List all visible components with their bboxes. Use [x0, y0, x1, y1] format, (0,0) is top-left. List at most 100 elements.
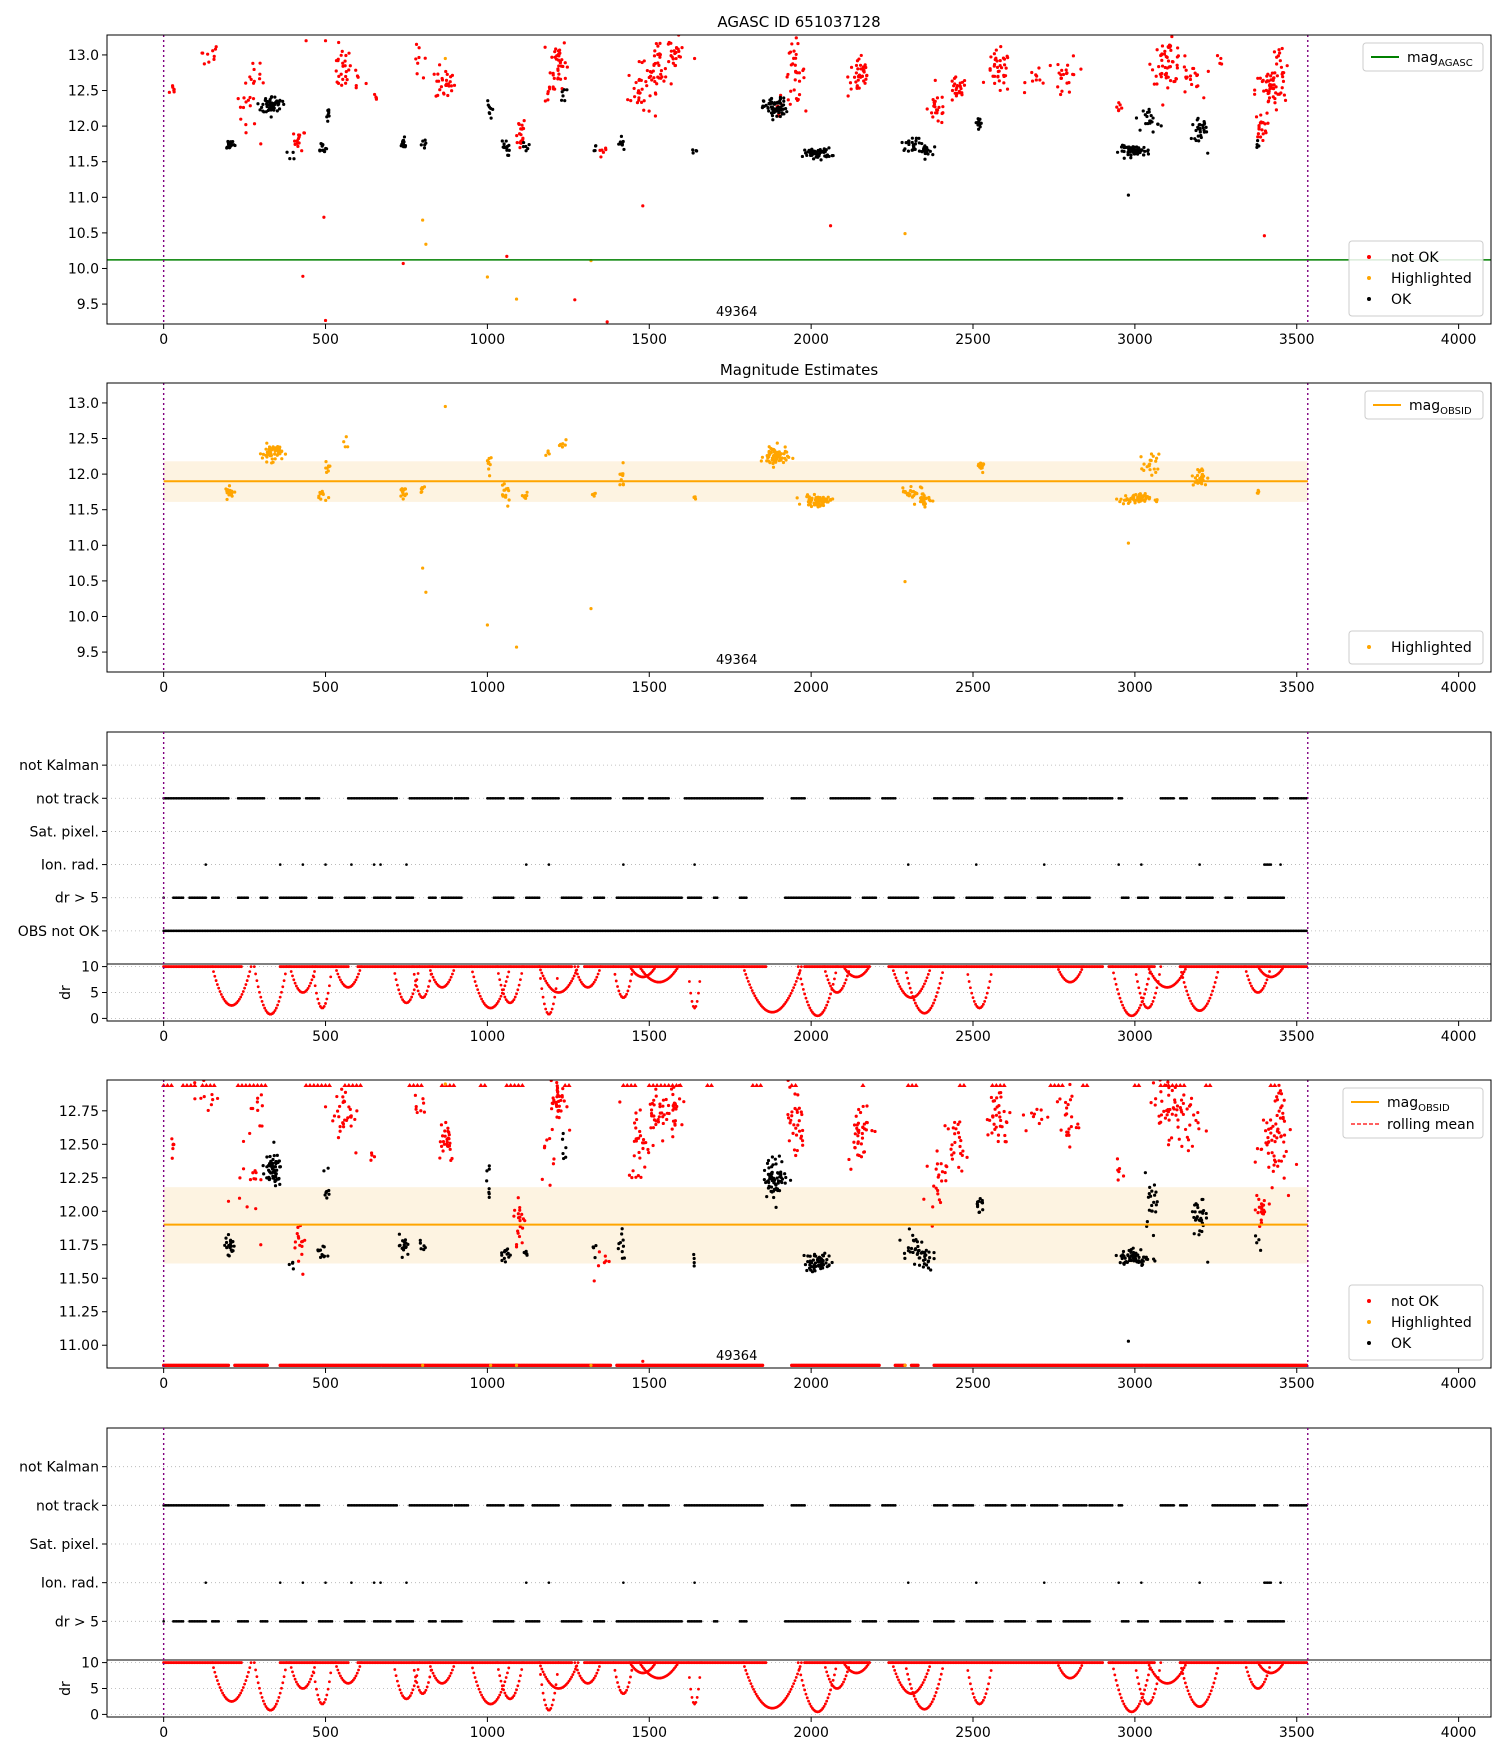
dr-point	[217, 986, 221, 990]
data-point	[978, 461, 983, 465]
data-point	[958, 81, 962, 85]
data-point	[248, 75, 252, 79]
data-point	[921, 500, 925, 505]
dr-point	[804, 996, 808, 1000]
data-point	[996, 74, 1000, 78]
data-point	[551, 1162, 556, 1166]
annotation: 49364	[716, 653, 757, 668]
data-point	[338, 1129, 342, 1133]
data-point	[917, 149, 922, 153]
flag-point	[945, 796, 949, 800]
data-point	[1003, 74, 1008, 78]
dr-point	[1116, 987, 1119, 991]
data-point	[819, 158, 823, 162]
data-point	[1188, 74, 1193, 78]
dr-point	[848, 965, 852, 968]
dr-point	[764, 965, 768, 969]
dr-point	[831, 982, 835, 986]
data-point	[448, 80, 452, 84]
y-tick-label: 12.5	[68, 84, 99, 100]
data-point	[859, 53, 863, 58]
data-point	[979, 121, 983, 125]
data-point	[560, 445, 565, 449]
data-point	[321, 491, 325, 495]
data-point	[1067, 81, 1071, 85]
data-point	[605, 320, 609, 324]
data-point	[548, 1136, 552, 1141]
data-point	[443, 1129, 447, 1133]
data-point	[1258, 121, 1263, 125]
legend-marker	[1367, 645, 1371, 649]
data-point	[766, 456, 770, 460]
flag-point	[204, 896, 208, 900]
data-point	[673, 51, 677, 56]
data-point	[859, 67, 863, 71]
data-point	[317, 494, 321, 498]
flag-point	[952, 896, 955, 900]
data-point	[911, 145, 916, 149]
data-point	[507, 153, 511, 157]
data-point	[421, 76, 426, 80]
data-point	[562, 1099, 566, 1103]
dr-point	[328, 984, 331, 988]
dr-point	[541, 974, 545, 978]
data-point	[506, 504, 510, 508]
dr-point	[411, 965, 415, 968]
data-point	[450, 73, 455, 77]
dr-point	[241, 990, 245, 993]
dr-point	[629, 979, 632, 983]
data-point	[339, 72, 343, 76]
x-tick-label: 500	[312, 1029, 339, 1045]
data-point	[1199, 135, 1203, 140]
data-point	[914, 139, 918, 143]
data-point	[296, 144, 300, 149]
data-point	[1146, 152, 1151, 156]
dr-point	[834, 971, 838, 975]
data-point	[1265, 74, 1269, 78]
data-point	[598, 148, 602, 152]
data-point	[227, 484, 232, 488]
data-point	[778, 114, 782, 119]
data-point	[557, 72, 561, 76]
dr-point	[397, 988, 401, 992]
dr-point	[477, 991, 481, 995]
data-point	[978, 125, 982, 129]
data-point	[1159, 53, 1163, 58]
dr-point	[827, 996, 831, 1000]
data-point	[792, 88, 796, 92]
data-point	[645, 68, 649, 73]
data-point	[771, 456, 775, 461]
dr-point	[412, 988, 416, 992]
dr-point	[743, 969, 746, 972]
data-point	[338, 1104, 342, 1109]
flag-point	[217, 896, 220, 900]
data-point	[1259, 113, 1263, 117]
data-point	[993, 57, 997, 62]
data-point	[1183, 54, 1187, 58]
data-point	[436, 93, 440, 97]
data-point	[522, 140, 526, 145]
data-point	[1147, 463, 1151, 467]
data-point	[552, 76, 556, 80]
flag-point	[1146, 896, 1150, 900]
data-point	[1144, 496, 1148, 500]
data-point	[1200, 472, 1204, 477]
data-point	[546, 98, 550, 102]
dr-point	[285, 965, 289, 968]
data-point	[200, 51, 204, 55]
data-point	[926, 152, 930, 156]
data-point	[1161, 103, 1165, 107]
data-point	[656, 44, 660, 48]
flag-point	[1276, 796, 1279, 800]
data-point	[269, 115, 273, 119]
dr-point	[904, 971, 908, 975]
data-point	[507, 148, 511, 153]
data-point	[657, 52, 662, 56]
data-point	[267, 450, 271, 454]
dr-point	[261, 1003, 265, 1007]
data-point	[653, 114, 658, 118]
dr-point	[599, 965, 603, 968]
dr-point	[971, 996, 975, 1000]
flag-point	[181, 896, 185, 900]
dr-point	[335, 969, 338, 972]
